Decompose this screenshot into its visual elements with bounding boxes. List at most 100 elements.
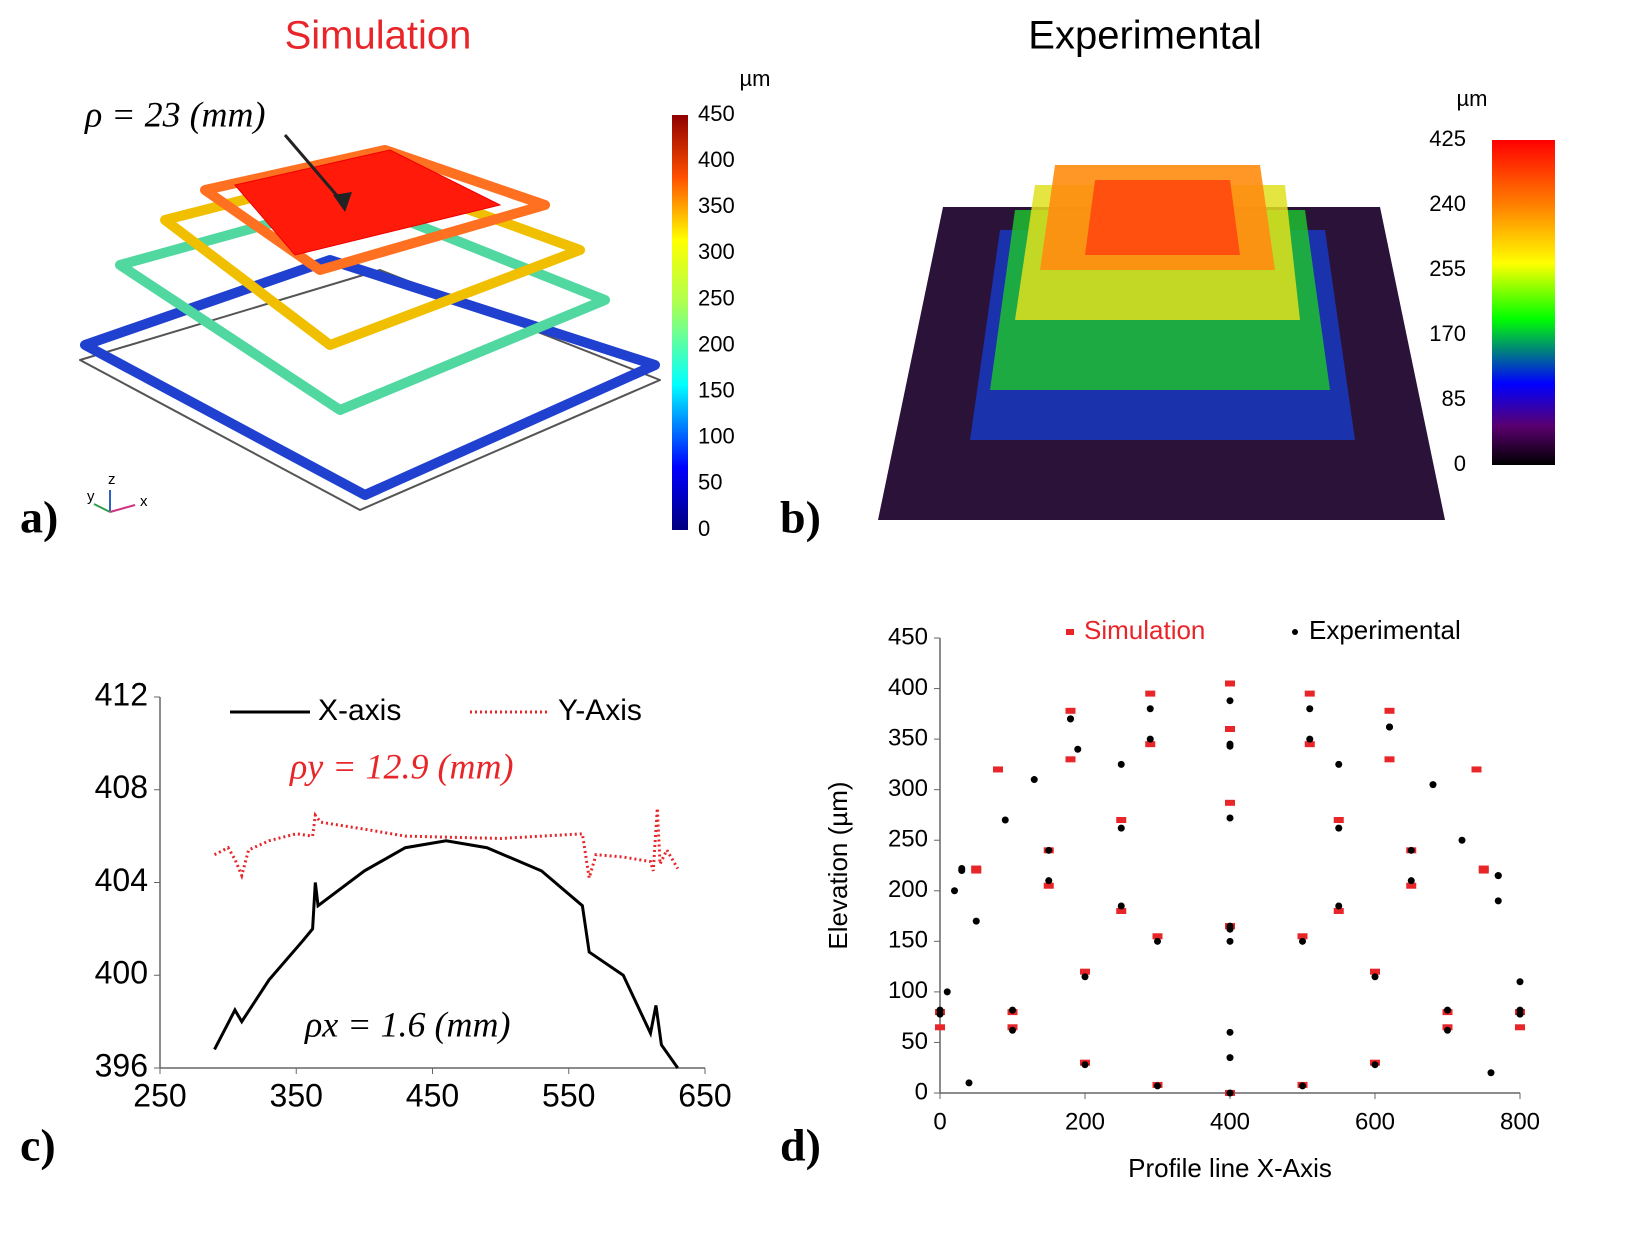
colorbar-tick-label: 425 (1429, 126, 1466, 151)
point (1335, 824, 1343, 832)
point (1067, 715, 1074, 723)
point (1226, 1089, 1234, 1097)
point (1001, 816, 1009, 824)
colorbar-ticks: 0 85 170 255 240 425 (1429, 126, 1466, 476)
point (943, 988, 951, 996)
point (1225, 680, 1235, 687)
point (1152, 933, 1163, 940)
colorbar-tick-label: 250 (698, 285, 735, 310)
point (1458, 836, 1466, 844)
point (972, 917, 980, 925)
colorbar-tick-label: 50 (698, 470, 722, 495)
colorbar (672, 115, 688, 530)
point (1407, 846, 1415, 854)
point (1081, 973, 1089, 981)
point (1226, 922, 1234, 930)
point (1444, 1026, 1451, 1034)
point (1384, 707, 1395, 714)
point (1154, 1082, 1161, 1090)
point (1065, 707, 1076, 714)
colorbar-unit: µm (739, 66, 770, 91)
point (1065, 756, 1076, 763)
point (1444, 1006, 1451, 1014)
annotation: ρ = 23 (mm) (84, 94, 266, 134)
x-tick-label: 650 (678, 1077, 731, 1113)
point (1146, 735, 1154, 743)
y-tick-label: 396 (95, 1047, 148, 1083)
point (1299, 1082, 1306, 1090)
point (1516, 1010, 1524, 1018)
x-tick-label: 350 (270, 1077, 323, 1113)
point (1145, 690, 1156, 697)
annotation: ρx = 1.6 (mm) (304, 1004, 511, 1044)
point (1116, 817, 1127, 823)
point (1471, 766, 1482, 773)
x-tick-label: 800 (1500, 1108, 1540, 1135)
point (1225, 799, 1235, 806)
colorbar-tick-label: 255 (1429, 256, 1466, 281)
y-tick-label: 404 (95, 862, 148, 898)
point (1009, 1006, 1016, 1014)
y-tick-label: 408 (95, 769, 148, 805)
colorbar-tick-label: 170 (1429, 321, 1466, 346)
point (971, 865, 982, 872)
triad-axis (109, 504, 136, 513)
annotation: ρy = 12.9 (mm) (289, 746, 514, 786)
point (1226, 814, 1234, 822)
point (1117, 824, 1125, 832)
point (1117, 760, 1125, 768)
point (1081, 1061, 1089, 1069)
point (1306, 735, 1314, 743)
point (1370, 968, 1380, 975)
point (1146, 705, 1154, 713)
panel-label: a) (20, 492, 58, 543)
point (1299, 937, 1306, 945)
colorbar-tick-label: 450 (698, 101, 735, 126)
point (951, 887, 958, 895)
point (936, 1010, 944, 1018)
point (1154, 937, 1161, 945)
point (1371, 973, 1379, 981)
y-tick-label: 450 (888, 623, 928, 650)
base-layer (79, 269, 661, 511)
triad-label: x (140, 493, 148, 510)
point (1429, 781, 1437, 789)
x-tick-label: 550 (542, 1077, 595, 1113)
point (1074, 745, 1082, 753)
point (1304, 690, 1315, 697)
point (1335, 902, 1343, 910)
colorbar-tick-label: 300 (698, 239, 735, 264)
panel-title: Simulation (285, 14, 472, 58)
y-axis-label: Elevation (µm) (823, 781, 853, 949)
colorbar-tick-label: 350 (698, 193, 735, 218)
y-tick-label: 100 (888, 977, 928, 1004)
top-plate (234, 149, 502, 256)
colorbar-tick-label: 100 (698, 424, 735, 449)
y-tick-label: 250 (888, 826, 928, 853)
legend-label: Experimental (1309, 615, 1461, 645)
panel-label: c) (20, 1120, 56, 1171)
point (1515, 1024, 1525, 1031)
point (1226, 937, 1234, 945)
point (1386, 723, 1393, 731)
point (1335, 760, 1343, 768)
point (1306, 705, 1314, 713)
colorbar-tick-label: 150 (698, 377, 735, 402)
panel-title: Experimental (1028, 14, 1261, 58)
triad-label: y (87, 488, 95, 505)
point (1494, 872, 1502, 880)
legend-label: Simulation (1084, 615, 1205, 645)
arrow (283, 134, 347, 206)
point (1384, 756, 1395, 763)
point (935, 1024, 945, 1031)
point (1226, 697, 1234, 705)
x-tick-label: 600 (1355, 1108, 1395, 1135)
y-tick-label: 400 (888, 674, 928, 701)
y-tick-label: 300 (888, 775, 928, 802)
point (1226, 1054, 1234, 1062)
point (1226, 740, 1234, 748)
colorbar-tick-label: 0 (1454, 451, 1466, 476)
colorbar-ticks: 0 50 100 150 200 250 300 350 400 450 (698, 101, 735, 541)
colorbar-tick-label: 200 (698, 331, 735, 356)
y-tick-label: 200 (888, 876, 928, 903)
